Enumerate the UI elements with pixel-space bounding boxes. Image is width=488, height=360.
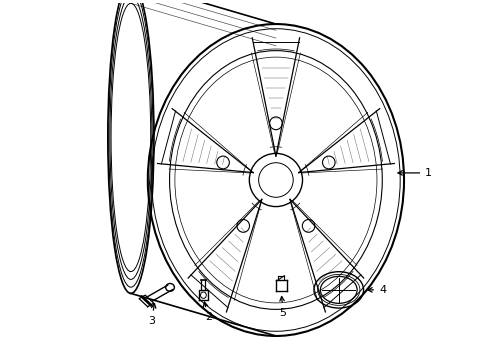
- Text: 5: 5: [279, 297, 286, 318]
- Text: 3: 3: [148, 303, 156, 326]
- Text: 2: 2: [203, 302, 211, 322]
- Text: 1: 1: [397, 168, 431, 178]
- Text: 4: 4: [367, 285, 386, 295]
